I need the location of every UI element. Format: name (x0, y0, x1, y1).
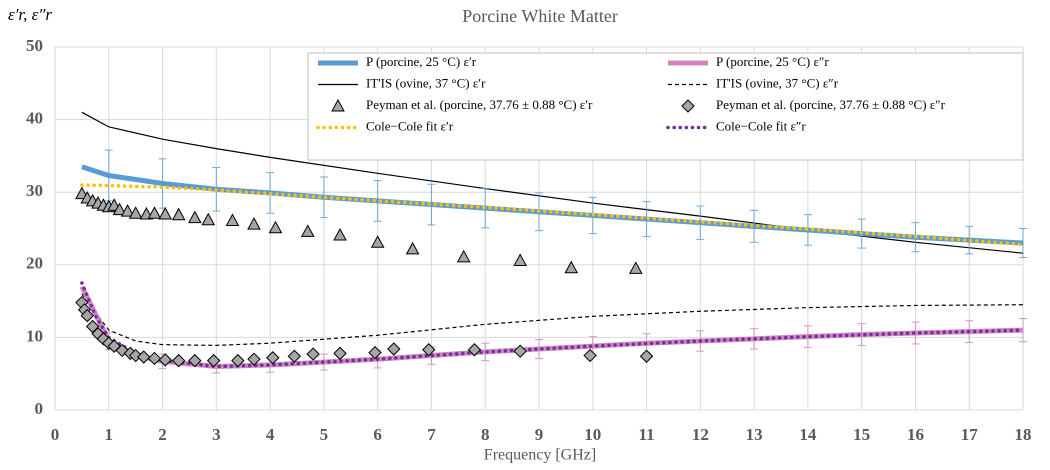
x-tick-label: 16 (907, 425, 924, 444)
marker (247, 217, 261, 230)
x-tick-label: 1 (105, 425, 114, 444)
marker (628, 261, 643, 274)
x-tick-label: 7 (427, 425, 436, 444)
marker (268, 220, 283, 234)
x-tick-label: 6 (373, 425, 382, 444)
x-tick-label: 2 (158, 425, 167, 444)
marker (201, 212, 216, 226)
legend-label: Cole−Cole fit ε′r (366, 118, 454, 133)
marker (513, 344, 527, 358)
series-line (80, 281, 1025, 369)
marker (564, 260, 579, 274)
marker (231, 353, 245, 368)
marker (467, 343, 482, 357)
y-tick-label: 50 (26, 36, 43, 55)
y-tick-label: 0 (35, 399, 44, 418)
x-tick-label: 0 (51, 425, 60, 444)
marker (387, 342, 401, 356)
marker (158, 206, 173, 220)
marker (112, 202, 127, 216)
y-tick-label: 20 (26, 254, 43, 273)
marker (287, 349, 302, 363)
marker (639, 349, 654, 363)
legend-box (307, 52, 1024, 161)
legend-label: IT'IS (ovine, 37 °C) ε′r (366, 75, 486, 90)
marker (368, 345, 382, 360)
x-tick-label: 11 (639, 425, 655, 444)
x-tick-label: 12 (692, 425, 709, 444)
marker (128, 348, 143, 363)
marker (333, 346, 347, 361)
marker (513, 253, 528, 266)
y-tick-label: 30 (26, 181, 43, 200)
marker (137, 350, 151, 364)
marker (225, 213, 240, 227)
marker (331, 98, 345, 112)
legend-label: P (porcine, 25 °C) ε″r (716, 54, 829, 69)
x-tick-label: 18 (1015, 425, 1032, 444)
marker (681, 99, 695, 113)
marker (422, 343, 436, 357)
marker (306, 347, 320, 361)
y-tick-label: 10 (26, 326, 43, 345)
x-tick-label: 15 (853, 425, 870, 444)
legend-label: Cole−Cole fit ε″r (716, 118, 806, 133)
legend-label: Peyman et al. (porcine, 37.76 ± 0.88 °C)… (366, 97, 593, 112)
marker (147, 351, 162, 366)
marker (187, 210, 202, 224)
marker (171, 353, 186, 368)
marker (300, 224, 315, 237)
marker (158, 353, 172, 367)
marker (583, 348, 597, 363)
x-tick-label: 8 (481, 425, 490, 444)
x-tick-label: 4 (266, 425, 275, 444)
chart-title: Porcine White Matter (462, 6, 618, 26)
x-tick-label: 5 (320, 425, 329, 444)
series-line (81, 164, 1024, 246)
marker (405, 241, 420, 255)
marker (370, 235, 385, 248)
series-line (81, 293, 1024, 346)
marker (206, 353, 221, 368)
x-tick-label: 17 (961, 425, 979, 444)
marker (266, 351, 280, 365)
marker (128, 206, 143, 219)
y-axis-label: ε′r, ε″r (8, 5, 52, 24)
marker (456, 249, 471, 263)
legend-label: IT'IS (ovine, 37 °C) ε″r (716, 75, 839, 90)
marker (247, 352, 261, 366)
x-tick-label: 14 (799, 425, 817, 444)
x-tick-label: 10 (584, 425, 601, 444)
x-tick-label: 3 (212, 425, 221, 444)
marker (107, 339, 121, 353)
marker (147, 206, 162, 219)
marker (80, 308, 94, 323)
x-axis-label: Frequency [GHz] (484, 447, 596, 464)
marker (333, 227, 347, 241)
marker (171, 207, 186, 221)
marker (120, 204, 135, 217)
y-tick-label: 40 (26, 109, 43, 128)
legend-label: P (porcine, 25 °C) ε′r (366, 54, 477, 69)
x-tick-label: 9 (535, 425, 544, 444)
legend-label: Peyman et al. (porcine, 37.76 ± 0.88 °C)… (716, 97, 946, 112)
x-tick-label: 13 (746, 425, 763, 444)
marker (188, 353, 202, 368)
series-line (79, 285, 1024, 369)
series-line (80, 183, 1025, 247)
